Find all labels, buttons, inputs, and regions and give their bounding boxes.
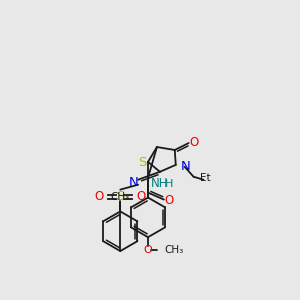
Text: O: O <box>164 194 173 207</box>
Text: NH: NH <box>151 177 169 190</box>
Text: CH₃: CH₃ <box>165 245 184 255</box>
Text: N: N <box>181 160 190 173</box>
Text: O: O <box>144 245 152 255</box>
Text: O: O <box>136 190 146 203</box>
Text: O: O <box>95 190 104 203</box>
Text: S: S <box>138 156 146 170</box>
Text: S: S <box>116 190 124 203</box>
Text: H: H <box>165 179 173 189</box>
Text: N: N <box>128 176 138 189</box>
Text: Et: Et <box>200 173 210 183</box>
Text: O: O <box>189 136 198 148</box>
Text: CH₃: CH₃ <box>111 192 130 202</box>
